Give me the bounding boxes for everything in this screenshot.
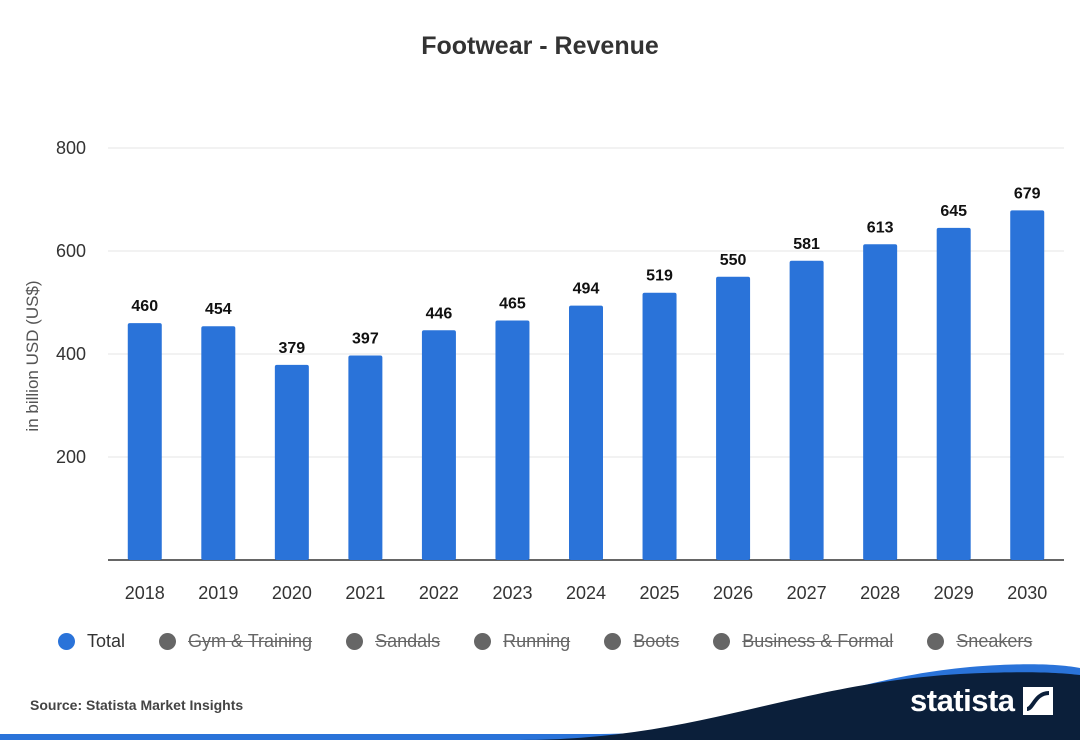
data-label: 465 bbox=[499, 296, 526, 313]
legend-dot-icon bbox=[927, 633, 945, 650]
source-note: Source: Statista Market Insights bbox=[30, 697, 244, 713]
legend-dot-icon bbox=[346, 633, 364, 650]
y-tick-labels: 200 400 600 800 bbox=[56, 138, 86, 467]
bar[interactable] bbox=[127, 323, 162, 560]
legend-dot-icon bbox=[159, 633, 177, 650]
x-tick-label: 2026 bbox=[713, 583, 753, 603]
x-tick-label: 2027 bbox=[787, 583, 827, 603]
x-tick-label: 2023 bbox=[492, 583, 532, 603]
data-label: 454 bbox=[205, 301, 232, 318]
bar[interactable] bbox=[201, 326, 236, 560]
legend-label: Boots bbox=[633, 631, 680, 651]
bar[interactable] bbox=[863, 244, 898, 560]
x-tick-label: 2024 bbox=[566, 583, 606, 603]
data-label: 519 bbox=[646, 268, 673, 285]
x-tick-label: 2018 bbox=[125, 583, 165, 603]
legend-dot-icon bbox=[713, 633, 731, 650]
x-tick-labels: 2018 2019 2020 2021 2022 2023 2024 2025 2026 2027… bbox=[125, 583, 1048, 603]
data-label: 613 bbox=[867, 219, 894, 236]
x-tick-label: 2025 bbox=[640, 583, 680, 603]
x-tick-label: 2019 bbox=[198, 583, 238, 603]
bar[interactable] bbox=[569, 305, 603, 560]
x-tick-label: 2020 bbox=[272, 583, 312, 603]
bar[interactable] bbox=[936, 227, 971, 560]
x-tick-label: 2022 bbox=[419, 583, 459, 603]
data-label: 679 bbox=[1014, 185, 1041, 202]
y-tick-label: 800 bbox=[56, 138, 86, 158]
bar[interactable] bbox=[642, 292, 677, 560]
legend-item[interactable]: Running bbox=[474, 631, 570, 652]
data-label: 446 bbox=[426, 305, 453, 322]
chart-title: Footwear - Revenue bbox=[421, 32, 659, 60]
bar[interactable] bbox=[1010, 210, 1045, 560]
bar[interactable] bbox=[348, 355, 383, 560]
legend-item[interactable]: Gym & Training bbox=[159, 631, 312, 652]
bars bbox=[127, 210, 1045, 560]
legend-label: Sandals bbox=[375, 631, 441, 651]
footer-wave-main bbox=[520, 672, 1080, 740]
bar[interactable] bbox=[789, 260, 824, 560]
data-label: 645 bbox=[940, 203, 967, 220]
x-tick-label: 2021 bbox=[345, 583, 385, 603]
y-tick-label: 400 bbox=[56, 344, 86, 364]
data-label: 397 bbox=[352, 331, 379, 348]
legend-dot-icon bbox=[604, 633, 622, 650]
legend-label: Running bbox=[503, 631, 571, 651]
legend-dot-icon bbox=[474, 633, 492, 650]
bar[interactable] bbox=[421, 330, 456, 560]
bar[interactable] bbox=[495, 320, 530, 560]
data-label: 550 bbox=[720, 252, 747, 269]
legend: Total Gym & Training Sandals Running Boots Bu… bbox=[58, 631, 1032, 652]
legend-item[interactable]: Business & Formal bbox=[713, 631, 893, 652]
legend-label: Gym & Training bbox=[188, 631, 313, 651]
x-tick-label: 2028 bbox=[860, 583, 900, 603]
y-tick-label: 600 bbox=[56, 241, 86, 261]
x-tick-label: 2030 bbox=[1007, 583, 1047, 603]
statista-logo-icon bbox=[1022, 687, 1053, 715]
legend-item[interactable]: Boots bbox=[604, 631, 679, 652]
legend-label: Business & Formal bbox=[742, 631, 894, 651]
data-label: 581 bbox=[793, 236, 820, 253]
legend-label: Sneakers bbox=[956, 631, 1033, 651]
y-tick-label: 200 bbox=[56, 447, 86, 467]
bar[interactable] bbox=[716, 276, 751, 560]
statista-logo-text: statista bbox=[910, 683, 1015, 718]
value-labels: 460 454 379 397 446 465 494 519 550 581 613 645 679 bbox=[131, 185, 1040, 357]
data-label: 494 bbox=[573, 281, 600, 298]
bar[interactable] bbox=[274, 364, 309, 560]
legend-item[interactable]: Sneakers bbox=[927, 631, 1032, 652]
legend-item[interactable]: Total bbox=[58, 631, 125, 652]
legend-dot-icon bbox=[58, 633, 75, 650]
data-label: 379 bbox=[278, 340, 305, 357]
legend-item[interactable]: Sandals bbox=[346, 631, 440, 652]
data-label: 460 bbox=[131, 298, 158, 315]
statista-logo[interactable]: statista bbox=[910, 683, 1053, 719]
y-axis-title: in billion USD (US$) bbox=[23, 280, 42, 431]
legend-label: Total bbox=[87, 631, 126, 651]
x-tick-label: 2029 bbox=[934, 583, 974, 603]
chart-plot: 460 454379397446465494519550581613645679 … bbox=[23, 138, 1064, 603]
